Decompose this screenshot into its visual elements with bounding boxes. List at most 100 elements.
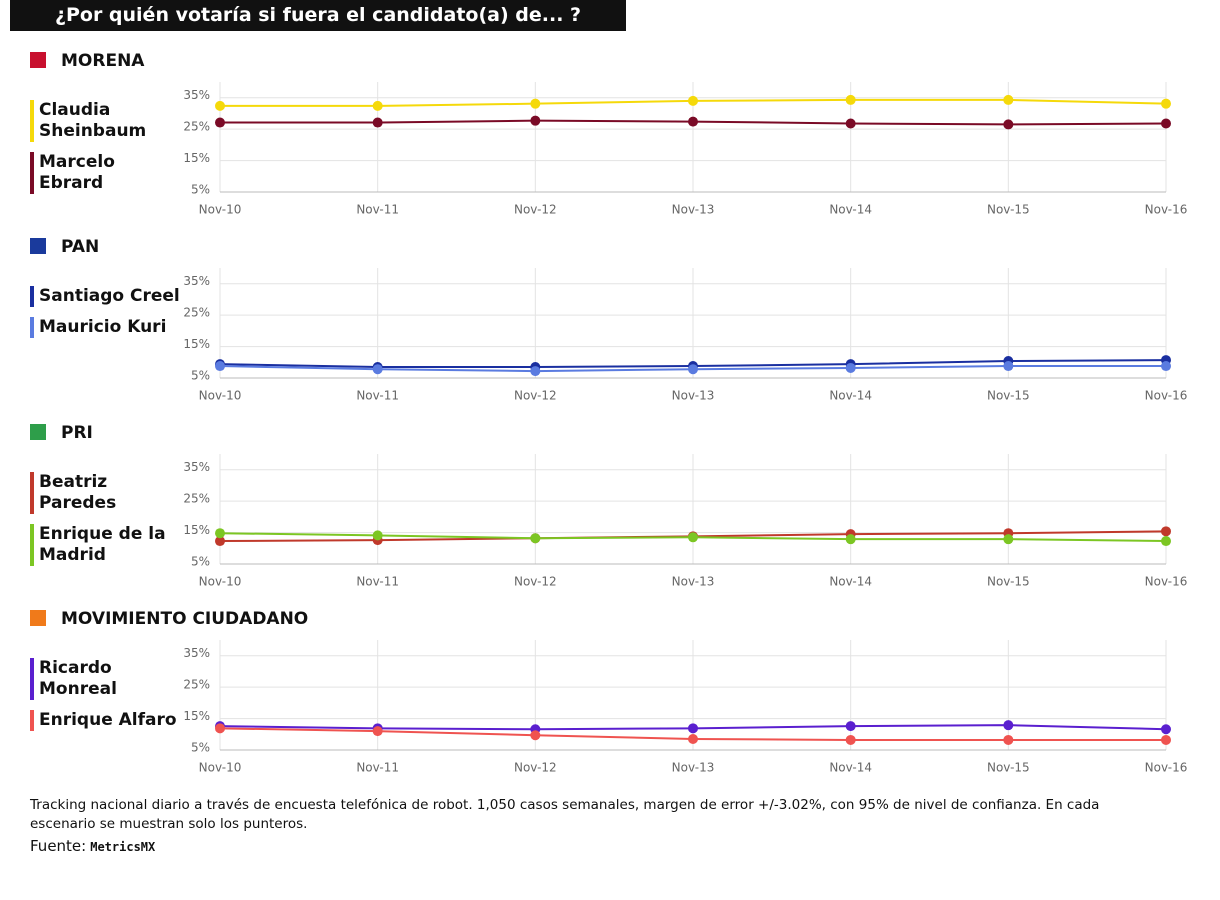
legend-item: Enrique Alfaro: [30, 710, 180, 731]
point: [372, 117, 383, 128]
legend: Ricardo Monreal Enrique Alfaro: [30, 658, 180, 731]
y-tick-label: 35%: [183, 88, 210, 102]
y-tick-label: 15%: [183, 709, 210, 723]
point: [845, 118, 856, 129]
party-icon: [30, 610, 46, 626]
x-tick-label: Nov-16: [1145, 389, 1188, 403]
legend: Santiago Creel Mauricio Kuri: [30, 286, 180, 338]
point: [215, 536, 225, 547]
y-tick-label: 5%: [191, 369, 210, 383]
legend-item: Beatriz Paredes: [30, 472, 180, 514]
point: [215, 361, 225, 372]
point: [530, 115, 541, 126]
y-tick-label: 5%: [191, 183, 210, 197]
legend-item: Marcelo Ebrard: [30, 152, 180, 194]
point: [845, 721, 856, 732]
x-tick-label: Nov-14: [829, 389, 872, 403]
point: [372, 726, 383, 737]
x-tick-label: Nov-11: [356, 761, 399, 775]
y-tick-label: 15%: [183, 523, 210, 537]
x-tick-label: Nov-12: [514, 575, 557, 589]
point: [530, 533, 541, 544]
legend-item: Mauricio Kuri: [30, 317, 180, 338]
x-tick-label: Nov-12: [514, 389, 557, 403]
point: [530, 730, 541, 741]
point: [688, 723, 698, 734]
point: [1003, 361, 1014, 372]
y-tick-label: 5%: [191, 555, 210, 569]
point: [1161, 526, 1171, 537]
x-tick-label: Nov-13: [672, 761, 715, 775]
x-tick-label: Nov-11: [356, 203, 399, 217]
x-tick-label: Nov-14: [829, 761, 872, 775]
y-tick-label: 25%: [183, 678, 210, 692]
y-tick-label: 15%: [183, 151, 210, 165]
x-tick-label: Nov-10: [199, 761, 242, 775]
legend-item: Ricardo Monreal: [30, 658, 180, 700]
y-tick-label: 25%: [183, 492, 210, 506]
x-tick-label: Nov-10: [199, 203, 242, 217]
x-tick-label: Nov-14: [829, 575, 872, 589]
y-tick-label: 35%: [183, 460, 210, 474]
x-tick-label: Nov-12: [514, 203, 557, 217]
point: [372, 100, 383, 111]
point: [215, 723, 225, 734]
point: [1003, 94, 1014, 105]
legend-item: Santiago Creel: [30, 286, 180, 307]
point: [530, 98, 541, 109]
source-logo: MetricsMX: [90, 840, 156, 854]
y-tick-label: 25%: [183, 306, 210, 320]
point: [845, 534, 856, 545]
x-tick-label: Nov-15: [987, 203, 1030, 217]
party-icon: [30, 238, 46, 254]
x-tick-label: Nov-13: [672, 575, 715, 589]
x-tick-label: Nov-13: [672, 389, 715, 403]
y-tick-label: 25%: [183, 120, 210, 134]
point: [530, 366, 541, 377]
point: [845, 94, 856, 105]
point: [1161, 724, 1171, 735]
point: [1161, 536, 1171, 547]
point: [372, 364, 383, 375]
legend: Claudia Sheinbaum Marcelo Ebrard: [30, 100, 180, 194]
party-icon: [30, 424, 46, 440]
x-tick-label: Nov-16: [1145, 575, 1188, 589]
x-tick-label: Nov-13: [672, 203, 715, 217]
point: [215, 117, 225, 128]
point: [688, 116, 698, 127]
chart-title: PRI: [61, 423, 93, 443]
point: [845, 362, 856, 373]
x-tick-label: Nov-15: [987, 575, 1030, 589]
party-icon: [30, 52, 46, 68]
point: [1003, 720, 1014, 731]
chart-title: MORENA: [61, 51, 145, 71]
x-tick-label: Nov-16: [1145, 761, 1188, 775]
source: Fuente: MetricsMX: [30, 837, 155, 855]
legend-item: Enrique de la Madrid: [30, 524, 180, 566]
point: [688, 532, 698, 543]
x-tick-label: Nov-14: [829, 203, 872, 217]
point: [215, 528, 225, 539]
x-tick-label: Nov-11: [356, 389, 399, 403]
point: [1161, 734, 1171, 745]
note: Tracking nacional diario a través de enc…: [30, 797, 1100, 832]
x-tick-label: Nov-16: [1145, 203, 1188, 217]
x-tick-label: Nov-11: [356, 575, 399, 589]
x-tick-label: Nov-10: [199, 389, 242, 403]
x-tick-label: Nov-15: [987, 389, 1030, 403]
x-tick-label: Nov-10: [199, 575, 242, 589]
point: [688, 95, 698, 106]
chart-title: PAN: [61, 237, 99, 257]
point: [1161, 98, 1171, 109]
source-label: Fuente:: [30, 837, 87, 855]
point: [372, 530, 383, 541]
chart-title: MOVIMIENTO CIUDADANO: [61, 609, 308, 629]
point: [1003, 534, 1014, 545]
point: [1161, 118, 1171, 129]
y-tick-label: 35%: [183, 646, 210, 660]
y-tick-label: 15%: [183, 337, 210, 351]
legend-item: Claudia Sheinbaum: [30, 100, 180, 142]
y-tick-label: 35%: [183, 274, 210, 288]
point: [1161, 361, 1171, 372]
